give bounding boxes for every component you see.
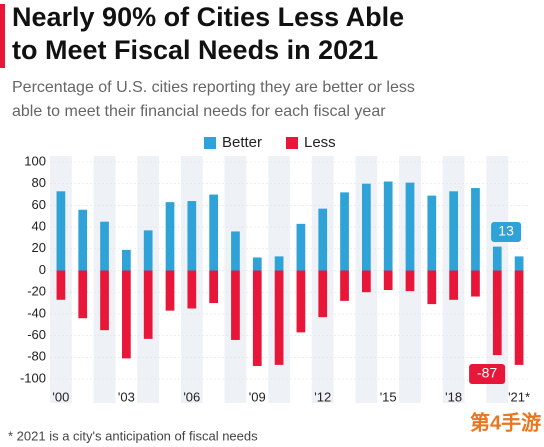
bar [427, 270, 437, 305]
y-tick-label: -40 [27, 305, 46, 320]
bar [165, 202, 175, 271]
bar [209, 194, 218, 271]
x-tick-label: '21* [508, 389, 530, 404]
bar [252, 257, 262, 271]
y-tick-label: -60 [27, 327, 46, 342]
bar [427, 195, 437, 271]
x-tick-label: '03 [118, 389, 135, 404]
bar [362, 270, 371, 293]
bar [100, 221, 109, 271]
x-tick-label: '18 [445, 389, 462, 404]
bar [340, 270, 349, 301]
bar [362, 183, 371, 271]
bar [78, 209, 88, 271]
bar [122, 249, 131, 271]
x-tick-label: '06 [183, 389, 200, 404]
x-tick-label: '12 [314, 389, 331, 404]
bar [252, 270, 262, 366]
x-tick-label: '00 [52, 389, 69, 404]
bar [143, 230, 153, 271]
data-label: -87 [477, 365, 497, 381]
bar [100, 270, 109, 331]
chart-title: Nearly 90% of Cities Less Able [12, 2, 404, 32]
legend-label: Better [222, 134, 262, 151]
y-tick-label: 80 [32, 175, 46, 190]
bar [296, 223, 306, 271]
bar [231, 231, 240, 271]
bar [471, 188, 480, 271]
y-tick-label: 40 [32, 219, 46, 234]
bar [143, 270, 153, 339]
bar [405, 182, 415, 271]
bar [514, 256, 524, 271]
y-tick-label: 60 [32, 197, 46, 212]
data-label: 13 [498, 223, 514, 239]
y-tick-label: 0 [39, 262, 46, 277]
bar [56, 270, 66, 300]
chart-subtitle: Percentage of U.S. cities reporting they… [12, 79, 415, 96]
bar [492, 246, 502, 271]
legend-swatch [286, 137, 298, 149]
y-tick-label: 100 [24, 153, 46, 168]
title-accent [0, 4, 5, 68]
bar [274, 270, 284, 365]
bar [187, 201, 197, 271]
bar [296, 270, 306, 333]
watermark: 第4手游 [470, 410, 541, 434]
bar [165, 270, 175, 311]
bar [318, 270, 328, 318]
chart-subtitle: able to meet their financial needs for e… [12, 103, 386, 120]
y-tick-label: -20 [27, 284, 46, 299]
bar [383, 270, 393, 291]
x-tick-label: '09 [249, 389, 266, 404]
bar [405, 270, 415, 292]
chart-title: to Meet Fiscal Needs in 2021 [12, 35, 378, 65]
bar [318, 208, 328, 271]
bar [78, 270, 88, 319]
bar [56, 191, 66, 271]
y-tick-label: -100 [20, 370, 46, 385]
bar [231, 270, 240, 340]
bar [340, 192, 349, 271]
callout-box [491, 222, 522, 242]
callout-box [469, 364, 506, 384]
bar [383, 181, 393, 271]
bar [449, 191, 458, 271]
legend-swatch [204, 137, 216, 149]
bar [492, 270, 502, 356]
x-tick-label: '15 [380, 389, 397, 404]
bar [209, 270, 218, 304]
y-tick-label: -80 [27, 349, 46, 364]
bar [187, 270, 197, 309]
bar [449, 270, 458, 300]
footnote: * 2021 is a city's anticipation of fisca… [8, 428, 258, 443]
legend-label: Less [304, 134, 336, 151]
bar [471, 270, 480, 297]
bar [514, 270, 524, 365]
bar [122, 270, 131, 359]
y-tick-label: 20 [32, 240, 46, 255]
bar [274, 256, 284, 271]
